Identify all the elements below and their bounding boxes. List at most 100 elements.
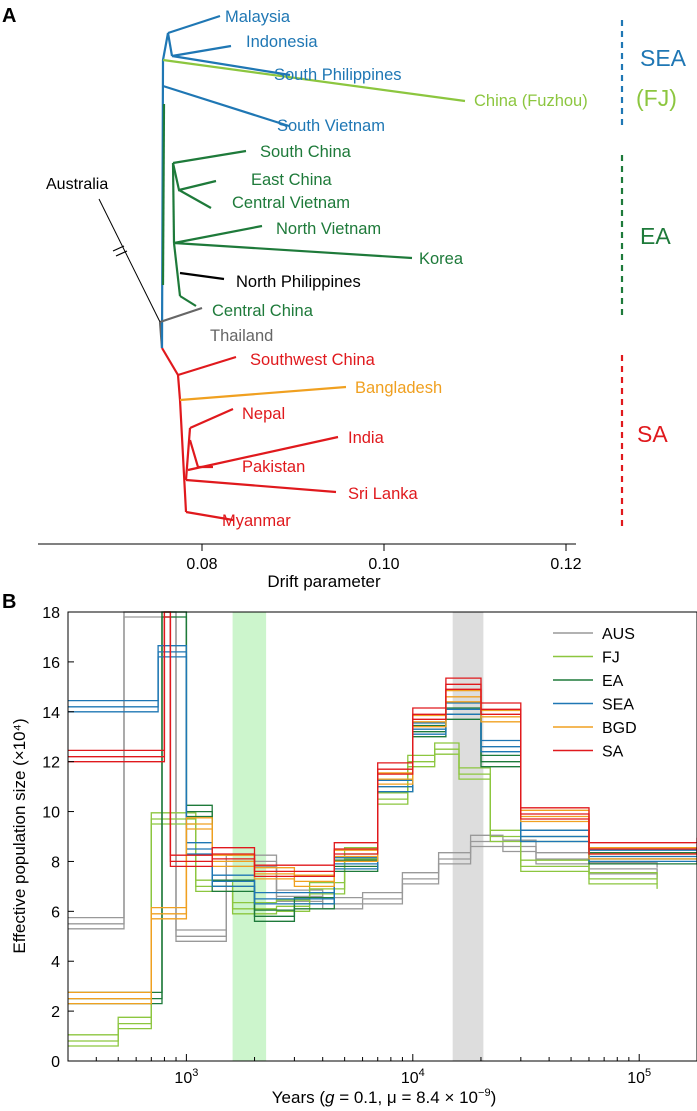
tree-label-south-vietnam: South Vietnam [277,117,385,135]
tree-branch-indonesia [171,44,232,58]
tree-label-thailand: Thailand [210,327,273,345]
psmc-series-lines [68,611,697,1047]
tree-branch-malaysia [167,14,221,35]
y-tick-label: 2 [51,1004,60,1021]
shaded-regions [232,612,484,1061]
y-tick-label: 16 [42,655,60,672]
y-tick-label: 18 [42,605,60,622]
tree-label-china-fuzhou: China (Fuzhou) [474,92,588,110]
y-tick-label: 4 [51,954,60,971]
tree-branch-nepal [189,407,234,430]
tree-label-south-philippines: South Philippines [274,66,402,84]
series-line-fj [68,742,658,1036]
tree-branch-south-philippines [171,54,291,77]
legend-label-ea: EA [602,673,624,690]
x-axis-label-part3: ) [491,1088,497,1107]
tree-internal-branch [161,347,179,376]
legend-label-aus: AUS [602,626,635,643]
group-label-ea: EA [640,223,671,249]
series-line-aus [68,611,658,937]
legend-label-sea: SEA [602,697,634,714]
legend-label-sa: SA [602,744,624,761]
tree-leaf-labels: Malaysia Indonesia South Philippines China … [210,8,588,530]
tree-internal-branch [166,32,174,57]
tree-branch-south-china [172,149,247,165]
x-tick-label: 105 [627,1067,651,1087]
drift-tick-label: 0.08 [186,556,217,573]
tree-branch-north-philippines [179,271,225,281]
outgroup-label-australia: Australia [46,176,108,193]
y-tick-label: 14 [42,705,60,722]
drift-axis: 0.08 0.10 0.12 Drift parameter [38,543,582,591]
tree-label-southwest-china: Southwest China [250,351,376,369]
tree-label-south-china: South China [260,143,352,161]
tree-label-myanmar: Myanmar [222,512,291,530]
tree-internal-branch [161,103,166,286]
tree-branch-central-vietnam [178,189,212,209]
group-bars: SEA (FJ) EA SA [620,20,687,528]
outgroup-break-mark-2 [115,250,128,257]
panel-b-label: B [2,591,16,613]
x-axis-label-exp: −9 [478,1087,491,1099]
tree-label-korea: Korea [419,250,464,268]
shaded-region-2 [452,612,484,1061]
tree-label-indonesia: Indonesia [246,33,318,51]
tree-branch-myanmar [185,510,234,522]
tree-internal-branch [171,162,176,244]
tree-branches [158,14,466,522]
tree-label-central-china: Central China [212,302,314,320]
drift-axis-label: Drift parameter [267,572,381,591]
y-tick-label: 0 [51,1054,60,1071]
tree-branch-thailand [159,306,203,324]
y-tick-label: 6 [51,904,60,921]
plot-frame [67,611,697,1062]
y-tick-label: 12 [42,755,60,772]
group-label-fj: (FJ) [636,85,677,111]
legend: AUS FJ EA SEA BGD SA [553,626,637,761]
x-ticks: 103 104 105 [67,1054,651,1087]
series-line-aus [68,611,658,931]
tree-label-india: India [348,429,385,447]
drift-tick-label: 0.10 [368,556,399,573]
x-axis-label-part2: = 0.1, μ = 8.4 × 10 [334,1088,478,1107]
y-tick-label: 8 [51,854,60,871]
tree-branch-north-vietnam [173,224,263,245]
series-line-sa [68,616,697,878]
outgroup-pointer-line [98,198,161,323]
tree-branch-korea [173,241,413,260]
tree-branch-bangladesh [179,385,347,402]
group-label-sa: SA [637,421,668,447]
tree-label-north-vietnam: North Vietnam [276,220,381,238]
tree-branch-pakistan [188,439,213,469]
tree-internal-branch [184,427,192,481]
drift-tick-label: 0.12 [550,556,581,573]
y-tick-label: 10 [42,805,60,822]
tree-branch-sri-lanka [185,478,337,494]
drift-ticks: 0.08 0.10 0.12 [186,544,582,573]
x-axis-label-g: g [325,1088,335,1107]
shaded-region-1 [232,612,267,1061]
tree-label-pakistan: Pakistan [242,458,305,476]
panel-a-label: A [2,5,16,27]
tree-label-north-philippines: North Philippines [236,273,361,291]
y-ticks: 0 2 4 6 8 10 12 14 16 18 [42,605,74,1071]
x-tick-label: 104 [401,1067,425,1087]
y-axis-label: Effective population size (×10⁴) [10,718,29,953]
tree-branch-china-fuzhou [162,58,466,103]
psmc-chart: 0 2 4 6 8 10 12 14 16 18 103 104 105 Effective popu… [10,605,697,1107]
tree-label-central-vietnam: Central Vietnam [232,194,350,212]
group-label-sea: SEA [640,45,687,71]
tree-branch-india [187,435,339,472]
tree-label-malaysia: Malaysia [225,8,291,26]
tree-label-sri-lanka: Sri Lanka [348,485,419,503]
tree-label-nepal: Nepal [242,405,285,423]
treemix-tree: Malaysia Indonesia South Philippines China … [38,8,687,591]
legend-label-bgd: BGD [602,720,637,737]
x-axis-label-part1: Years ( [272,1088,326,1107]
x-tick-label: 103 [174,1067,198,1087]
tree-branch-east-china [171,162,217,192]
tree-branch-south-vietnam [162,84,290,128]
tree-branch-southwest-china [177,355,237,377]
x-axis-label: Years (g = 0.1, μ = 8.4 × 10−9) [272,1087,496,1107]
